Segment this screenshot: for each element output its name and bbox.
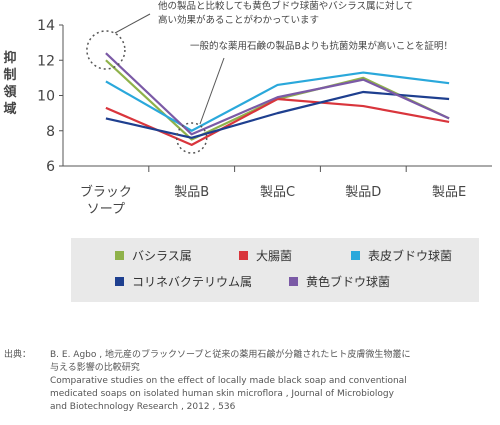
annotation-text: 他の製品と比較しても黄色ブドウ球菌やバシラス属に対して (158, 0, 413, 12)
series-line (105, 52, 450, 136)
source-line-3: Comparative studies on the effect of loc… (50, 376, 407, 386)
x-tick-label: ソープ (87, 202, 125, 217)
annotation-leader (199, 57, 225, 125)
source-line-1: B. E. Agbo , 地元産のブラックソープと従来の薬用石鹸が分離されたヒト… (50, 350, 411, 360)
legend-item: 黄色ブドウ球菌 (289, 273, 390, 290)
source-line-5: and Biotechnology Research , 2012 , 536 (50, 402, 236, 412)
y-tick-label: 12 (37, 53, 55, 69)
legend-swatch (115, 277, 124, 286)
annotation-text: 一般的な薬用石鹸の製品Bよりも抗菌効果が高いことを証明！ (190, 40, 453, 52)
source-line-4: medicated soaps on isolated human skin m… (50, 389, 394, 399)
legend-label: コリネバクテリウム属 (132, 275, 253, 289)
x-tick-label: 製品D (345, 185, 381, 200)
annotation-leader (114, 13, 151, 34)
x-tick-label: 製品E (432, 185, 466, 200)
legend-swatch (115, 251, 124, 260)
y-axis-label-char: 制 (3, 67, 16, 83)
series-line (105, 90, 450, 139)
legend-swatch (239, 251, 248, 260)
y-axis-label-char: 領 (3, 84, 17, 100)
legend-label: 大腸菌 (256, 249, 293, 263)
legend-swatch (351, 251, 360, 260)
legend: バシラス属 大腸菌 表皮ブドウ球菌コリネバクテリウム属 黄色ブドウ球菌 (71, 238, 479, 302)
legend-label: 黄色ブドウ球菌 (306, 275, 391, 289)
y-axis-label-char: 域 (3, 101, 16, 117)
y-tick-label: 6 (46, 159, 55, 175)
legend-item: コリネバクテリウム属 (115, 273, 252, 290)
highlight-circle (175, 122, 208, 154)
series-line (105, 71, 450, 132)
legend-item: バシラス属 (115, 247, 192, 264)
source-label: 出典： (4, 350, 32, 360)
legend-label: バシラス属 (132, 249, 192, 263)
legend-item: 表皮ブドウ球菌 (351, 247, 452, 264)
source-line-2: 与える影響の比較研究 (50, 363, 140, 373)
x-tick-label: 製品B (174, 185, 209, 200)
series-line (105, 97, 450, 146)
x-tick-label: 製品C (260, 185, 295, 200)
y-tick-label: 14 (37, 18, 55, 34)
legend-label: 表皮ブドウ球菌 (368, 249, 453, 263)
y-tick-label: 10 (37, 89, 55, 105)
annotation-text: 高い効果があることがわかっています (158, 14, 319, 26)
legend-swatch (289, 277, 298, 286)
highlight-circle (86, 30, 126, 70)
y-axis-label-char: 抑 (3, 50, 16, 66)
y-tick-label: 8 (46, 124, 55, 140)
source-lines: B. E. Agbo , 地元産のブラックソープと従来の薬用石鹸が分離されたヒト… (50, 349, 490, 414)
legend-item: 大腸菌 (239, 247, 292, 264)
x-tick-label: ブラック (80, 184, 132, 200)
